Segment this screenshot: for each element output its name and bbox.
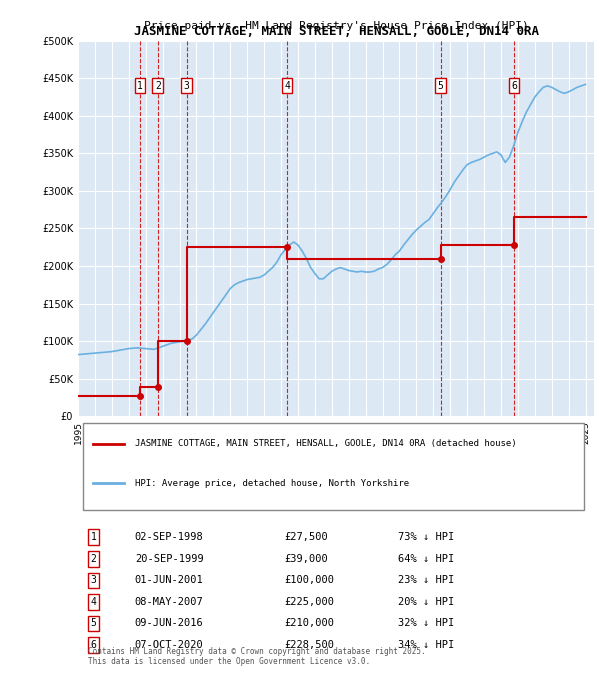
Text: 2: 2 xyxy=(91,554,97,564)
Text: JASMINE COTTAGE, MAIN STREET, HENSALL, GOOLE, DN14 0RA (detached house): JASMINE COTTAGE, MAIN STREET, HENSALL, G… xyxy=(135,439,517,448)
Text: 1: 1 xyxy=(91,532,97,543)
Text: £27,500: £27,500 xyxy=(284,532,328,543)
Text: HPI: Average price, detached house, North Yorkshire: HPI: Average price, detached house, Nort… xyxy=(135,479,409,488)
Text: £39,000: £39,000 xyxy=(284,554,328,564)
Title: JASMINE COTTAGE, MAIN STREET, HENSALL, GOOLE, DN14 0RA: JASMINE COTTAGE, MAIN STREET, HENSALL, G… xyxy=(133,25,539,38)
Text: Contains HM Land Registry data © Crown copyright and database right 2025.
This d: Contains HM Land Registry data © Crown c… xyxy=(88,647,426,666)
Text: 3: 3 xyxy=(91,575,97,585)
Text: 07-OCT-2020: 07-OCT-2020 xyxy=(135,640,203,650)
Text: 4: 4 xyxy=(91,597,97,607)
FancyBboxPatch shape xyxy=(83,423,584,509)
Text: 5: 5 xyxy=(91,619,97,628)
Text: £100,000: £100,000 xyxy=(284,575,334,585)
Text: 09-JUN-2016: 09-JUN-2016 xyxy=(135,619,203,628)
Text: 2: 2 xyxy=(155,81,161,91)
Text: 20% ↓ HPI: 20% ↓ HPI xyxy=(398,597,454,607)
Text: Price paid vs. HM Land Registry's House Price Index (HPI): Price paid vs. HM Land Registry's House … xyxy=(143,20,529,31)
Text: 20-SEP-1999: 20-SEP-1999 xyxy=(135,554,203,564)
Text: 5: 5 xyxy=(438,81,443,91)
Text: 34% ↓ HPI: 34% ↓ HPI xyxy=(398,640,454,650)
Text: 6: 6 xyxy=(511,81,517,91)
Text: £228,500: £228,500 xyxy=(284,640,334,650)
Text: 1: 1 xyxy=(137,81,143,91)
Text: 3: 3 xyxy=(184,81,190,91)
Text: 4: 4 xyxy=(284,81,290,91)
Text: 23% ↓ HPI: 23% ↓ HPI xyxy=(398,575,454,585)
Text: 73% ↓ HPI: 73% ↓ HPI xyxy=(398,532,454,543)
Text: 64% ↓ HPI: 64% ↓ HPI xyxy=(398,554,454,564)
Text: £225,000: £225,000 xyxy=(284,597,334,607)
Text: 02-SEP-1998: 02-SEP-1998 xyxy=(135,532,203,543)
Text: 08-MAY-2007: 08-MAY-2007 xyxy=(135,597,203,607)
Text: 6: 6 xyxy=(91,640,97,650)
Text: 01-JUN-2001: 01-JUN-2001 xyxy=(135,575,203,585)
Text: 32% ↓ HPI: 32% ↓ HPI xyxy=(398,619,454,628)
Text: £210,000: £210,000 xyxy=(284,619,334,628)
